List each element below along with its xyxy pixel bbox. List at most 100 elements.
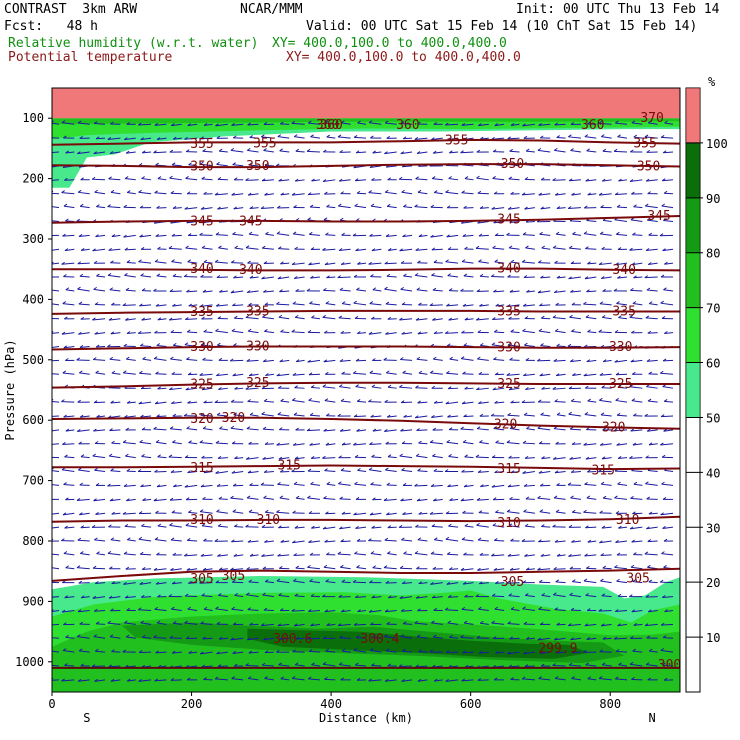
field2-title: Potential temperature	[8, 50, 173, 65]
theta-label: 335	[612, 304, 635, 319]
wind-arrow	[557, 554, 566, 557]
wind-arrow-head	[217, 316, 222, 319]
wind-arrow-head	[386, 135, 391, 139]
wind-arrow	[399, 455, 413, 459]
wind-arrow	[311, 457, 320, 459]
wind-arrow-head	[445, 189, 449, 193]
wind-arrow	[76, 498, 90, 501]
wind-arrow	[631, 262, 643, 266]
wind-arrow-head	[94, 331, 98, 335]
wind-arrow	[491, 275, 505, 278]
wind-arrow-head	[585, 525, 589, 529]
wind-arrow-head	[247, 399, 251, 402]
wind-arrow-head	[387, 454, 392, 458]
wind-arrow-head	[567, 206, 572, 209]
wind-arrow	[445, 123, 459, 126]
wind-arrow	[475, 456, 489, 459]
wind-arrow-head	[523, 303, 527, 307]
wind-arrow-head	[324, 191, 328, 195]
wind-arrow-head	[263, 637, 267, 641]
wind-arrow-head	[463, 205, 467, 209]
theta-label: 340	[239, 263, 262, 278]
wind-arrow	[231, 608, 244, 611]
wind-arrow-head	[230, 399, 235, 403]
wind-arrow-head	[188, 509, 192, 513]
wind-arrow	[78, 234, 90, 237]
wind-arrow-head	[264, 579, 269, 583]
wind-arrow-head	[307, 192, 312, 196]
wind-arrow	[171, 608, 182, 611]
wind-arrow-head	[371, 663, 375, 666]
wind-arrow-head	[508, 664, 513, 668]
wind-arrow-head	[401, 331, 405, 335]
wind-arrow	[445, 332, 459, 334]
wind-arrow-head	[186, 537, 191, 541]
wind-arrow	[78, 191, 90, 195]
wind-arrow-head	[445, 536, 450, 540]
wind-arrow-head	[554, 637, 558, 641]
wind-arrow	[369, 650, 382, 653]
wind-arrow	[199, 373, 213, 376]
wind-arrow-head	[233, 206, 237, 210]
wind-arrow	[647, 219, 658, 222]
wind-arrow-head	[124, 595, 129, 599]
wind-arrow-head	[644, 275, 649, 279]
wind-arrow	[96, 415, 106, 418]
wind-arrow-head	[383, 357, 388, 361]
wind-arrow	[462, 582, 474, 585]
wind-arrow	[215, 261, 228, 264]
wind-arrow-head	[77, 634, 81, 638]
wind-arrow	[246, 594, 259, 598]
wind-arrow	[111, 582, 121, 585]
wind-arrow	[247, 540, 259, 543]
wind-arrow	[552, 316, 566, 320]
wind-arrow-head	[494, 606, 499, 610]
wind-arrow-head	[172, 552, 177, 556]
wind-arrow-head	[540, 412, 544, 416]
wind-arrow-head	[262, 426, 267, 430]
wind-arrow-head	[202, 496, 206, 500]
wind-arrow-head	[386, 482, 391, 486]
wind-arrow	[154, 358, 167, 361]
wind-arrow-head	[402, 648, 406, 652]
wind-arrow	[234, 457, 244, 460]
wind-arrow-head	[309, 412, 314, 416]
wind-arrow	[261, 554, 274, 557]
wind-arrow-head	[507, 553, 512, 557]
wind-arrow-head	[294, 525, 299, 529]
wind-arrow-head	[629, 594, 633, 598]
wind-arrow	[110, 401, 121, 404]
wind-arrow-head	[618, 525, 622, 529]
wind-arrow-head	[279, 121, 284, 125]
wind-arrow-head	[354, 203, 358, 207]
wind-arrow-head	[138, 511, 143, 514]
wind-arrow	[308, 609, 320, 613]
wind-arrow	[52, 609, 60, 612]
wind-arrow	[554, 497, 566, 500]
wind-arrow-head	[139, 551, 144, 555]
wind-arrow-head	[337, 413, 341, 417]
wind-arrow	[279, 150, 290, 153]
wind-arrow-head	[169, 497, 174, 501]
wind-arrow-head	[618, 315, 622, 319]
wind-arrow-head	[541, 456, 545, 460]
wind-arrow	[127, 539, 136, 542]
wind-arrow-head	[584, 623, 589, 627]
wind-arrow	[294, 595, 305, 598]
wind-arrow-head	[617, 593, 622, 597]
wind-arrow-head	[387, 384, 392, 388]
wind-arrow-head	[476, 522, 480, 526]
wind-arrow-head	[234, 386, 238, 390]
wind-arrow-head	[525, 636, 530, 640]
wind-arrow	[354, 623, 367, 626]
wind-arrow-head	[352, 233, 357, 237]
wind-arrow-head	[292, 442, 297, 446]
field1-title: Relative humidity (w.r.t. water)	[8, 36, 259, 51]
wind-arrow	[571, 330, 581, 334]
wind-arrow-head	[325, 511, 329, 515]
wind-arrow-head	[140, 620, 145, 624]
wind-arrow	[356, 429, 367, 432]
wind-arrow-head	[170, 537, 175, 541]
wind-arrow-head	[122, 303, 127, 306]
wind-arrow-head	[357, 331, 361, 334]
